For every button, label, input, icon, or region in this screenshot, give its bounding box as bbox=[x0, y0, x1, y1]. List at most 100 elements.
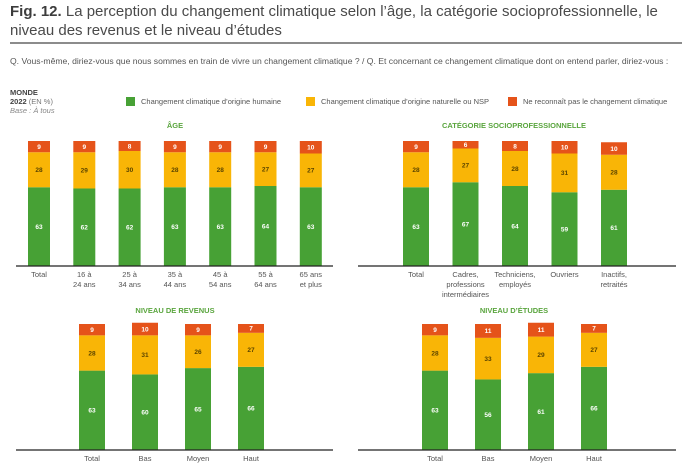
bar-segment-natural bbox=[422, 335, 448, 371]
data-label-human: 61 bbox=[537, 409, 545, 416]
bar-segment-denial bbox=[601, 142, 627, 155]
stacked-bar: 67 27 6 bbox=[452, 141, 479, 266]
bar-segment-natural bbox=[528, 336, 554, 374]
data-label-natural: 28 bbox=[610, 170, 618, 177]
category-label: Haut bbox=[243, 454, 260, 463]
stacked-bar: 61 29 11 bbox=[528, 322, 554, 450]
category-label: Bas bbox=[482, 454, 495, 463]
bar-segment-human bbox=[163, 187, 186, 266]
category-label: professions bbox=[446, 280, 485, 289]
bar-segment-human bbox=[528, 373, 554, 450]
stacked-bar: 63 28 9 bbox=[403, 141, 429, 266]
bar-segment-denial bbox=[238, 324, 264, 333]
bar-segment-natural bbox=[551, 153, 578, 193]
chart-panel-age: ÂGE 63 28 9 Total 62 29 9 16 à24 ans 62 30 8 25 à34 … bbox=[16, 121, 333, 289]
chart-panel-etudes: NIVEAU D’ÉTUDES 63 28 9 Total 56 33 11 Bas 61 29 11… bbox=[358, 306, 676, 463]
data-label-human: 62 bbox=[126, 225, 134, 232]
category-label: 16 à bbox=[77, 270, 92, 279]
legend-label-natural: Changement climatique d’origine naturell… bbox=[321, 97, 490, 106]
stacked-bar: 59 31 10 bbox=[551, 141, 578, 266]
legend-item-human: Changement climatique d’origine humaine bbox=[126, 97, 281, 106]
data-label-human: 63 bbox=[35, 224, 43, 231]
bar-segment-human bbox=[475, 379, 501, 450]
data-label-natural: 28 bbox=[412, 167, 420, 174]
bar-segment-natural bbox=[132, 335, 158, 375]
category-label: 34 ans bbox=[118, 280, 141, 289]
bar-segment-denial bbox=[452, 141, 479, 149]
data-label-natural: 28 bbox=[171, 167, 179, 174]
stacked-bar: 66 27 7 bbox=[238, 324, 264, 450]
bar-segment-human bbox=[185, 368, 211, 450]
bar-segment-human bbox=[601, 189, 627, 266]
data-label-denial: 7 bbox=[249, 326, 253, 333]
data-label-natural: 27 bbox=[462, 163, 470, 170]
category-label: intermédiaires bbox=[442, 290, 489, 299]
stacked-bar: 66 27 7 bbox=[581, 324, 607, 450]
data-label-natural: 33 bbox=[484, 356, 492, 363]
data-label-denial: 10 bbox=[561, 145, 569, 152]
bar-segment-natural bbox=[185, 335, 211, 369]
data-label-human: 61 bbox=[610, 225, 618, 232]
stacked-bar: 63 28 9 bbox=[163, 141, 186, 266]
data-label-denial: 10 bbox=[307, 145, 315, 152]
category-label: employés bbox=[499, 280, 531, 289]
unit-label: (EN %) bbox=[28, 97, 53, 106]
bar-segment-denial bbox=[209, 141, 232, 153]
base-label: Base : À tous bbox=[10, 106, 55, 115]
bar-segment-denial bbox=[79, 324, 105, 336]
data-label-human: 63 bbox=[217, 224, 225, 231]
chart-panel-revenus: NIVEAU DE REVENUS 63 28 9 Total 60 31 10 Bas 65 26… bbox=[16, 306, 333, 463]
data-label-natural: 27 bbox=[247, 347, 255, 354]
legend-item-natural: Changement climatique d’origine naturell… bbox=[306, 97, 489, 106]
category-label: Bas bbox=[139, 454, 152, 463]
data-label-human: 64 bbox=[511, 223, 519, 230]
stacked-bar: 63 28 9 bbox=[28, 141, 50, 266]
bar-segment-natural bbox=[163, 152, 186, 188]
stacked-bar: 62 30 8 bbox=[118, 141, 141, 266]
bar-segment-human bbox=[28, 187, 50, 266]
data-label-natural: 31 bbox=[561, 170, 569, 177]
category-label: 25 à bbox=[122, 270, 137, 279]
bar-segment-human bbox=[403, 187, 429, 266]
survey-meta: MONDE 2022 (EN %) Base : À tous bbox=[10, 88, 55, 115]
bar-segment-human bbox=[254, 186, 277, 266]
data-label-human: 63 bbox=[307, 224, 315, 231]
data-label-natural: 29 bbox=[537, 352, 545, 359]
category-label: 54 ans bbox=[209, 280, 232, 289]
bar-segment-denial bbox=[254, 141, 277, 153]
bar-segment-human bbox=[581, 366, 607, 450]
data-label-denial: 9 bbox=[82, 144, 86, 151]
legend-swatch-natural bbox=[306, 97, 315, 106]
data-label-human: 65 bbox=[194, 406, 202, 413]
panel-title: ÂGE bbox=[167, 121, 183, 130]
bar-segment-denial bbox=[132, 322, 158, 336]
bar-segment-denial bbox=[422, 324, 448, 336]
data-label-natural: 26 bbox=[194, 349, 202, 356]
data-label-denial: 7 bbox=[592, 326, 596, 333]
bar-segment-natural bbox=[209, 152, 232, 188]
data-label-human: 66 bbox=[590, 406, 598, 413]
bar-segment-natural bbox=[254, 152, 277, 186]
category-label: 64 ans bbox=[254, 280, 277, 289]
category-label: Total bbox=[427, 454, 443, 463]
category-label: Total bbox=[31, 270, 47, 279]
bar-segment-human bbox=[551, 192, 578, 266]
panel-title: NIVEAU D’ÉTUDES bbox=[480, 306, 548, 315]
category-label: 45 à bbox=[213, 270, 228, 279]
category-label: 44 ans bbox=[164, 280, 187, 289]
data-label-denial: 8 bbox=[513, 143, 517, 150]
bar-segment-denial bbox=[551, 141, 578, 154]
figure-number: Fig. 12. bbox=[10, 3, 62, 20]
bar-segment-natural bbox=[28, 152, 50, 188]
data-label-natural: 28 bbox=[88, 350, 96, 357]
bar-segment-human bbox=[299, 187, 322, 266]
category-label: Moyen bbox=[187, 454, 210, 463]
stacked-bar: 63 28 9 bbox=[209, 141, 232, 266]
year-label: 2022 bbox=[10, 97, 27, 106]
category-label: 24 ans bbox=[73, 280, 96, 289]
data-label-denial: 10 bbox=[610, 146, 618, 153]
data-label-human: 63 bbox=[412, 224, 420, 231]
bar-segment-denial bbox=[185, 324, 211, 336]
bar-segment-denial bbox=[299, 141, 322, 154]
